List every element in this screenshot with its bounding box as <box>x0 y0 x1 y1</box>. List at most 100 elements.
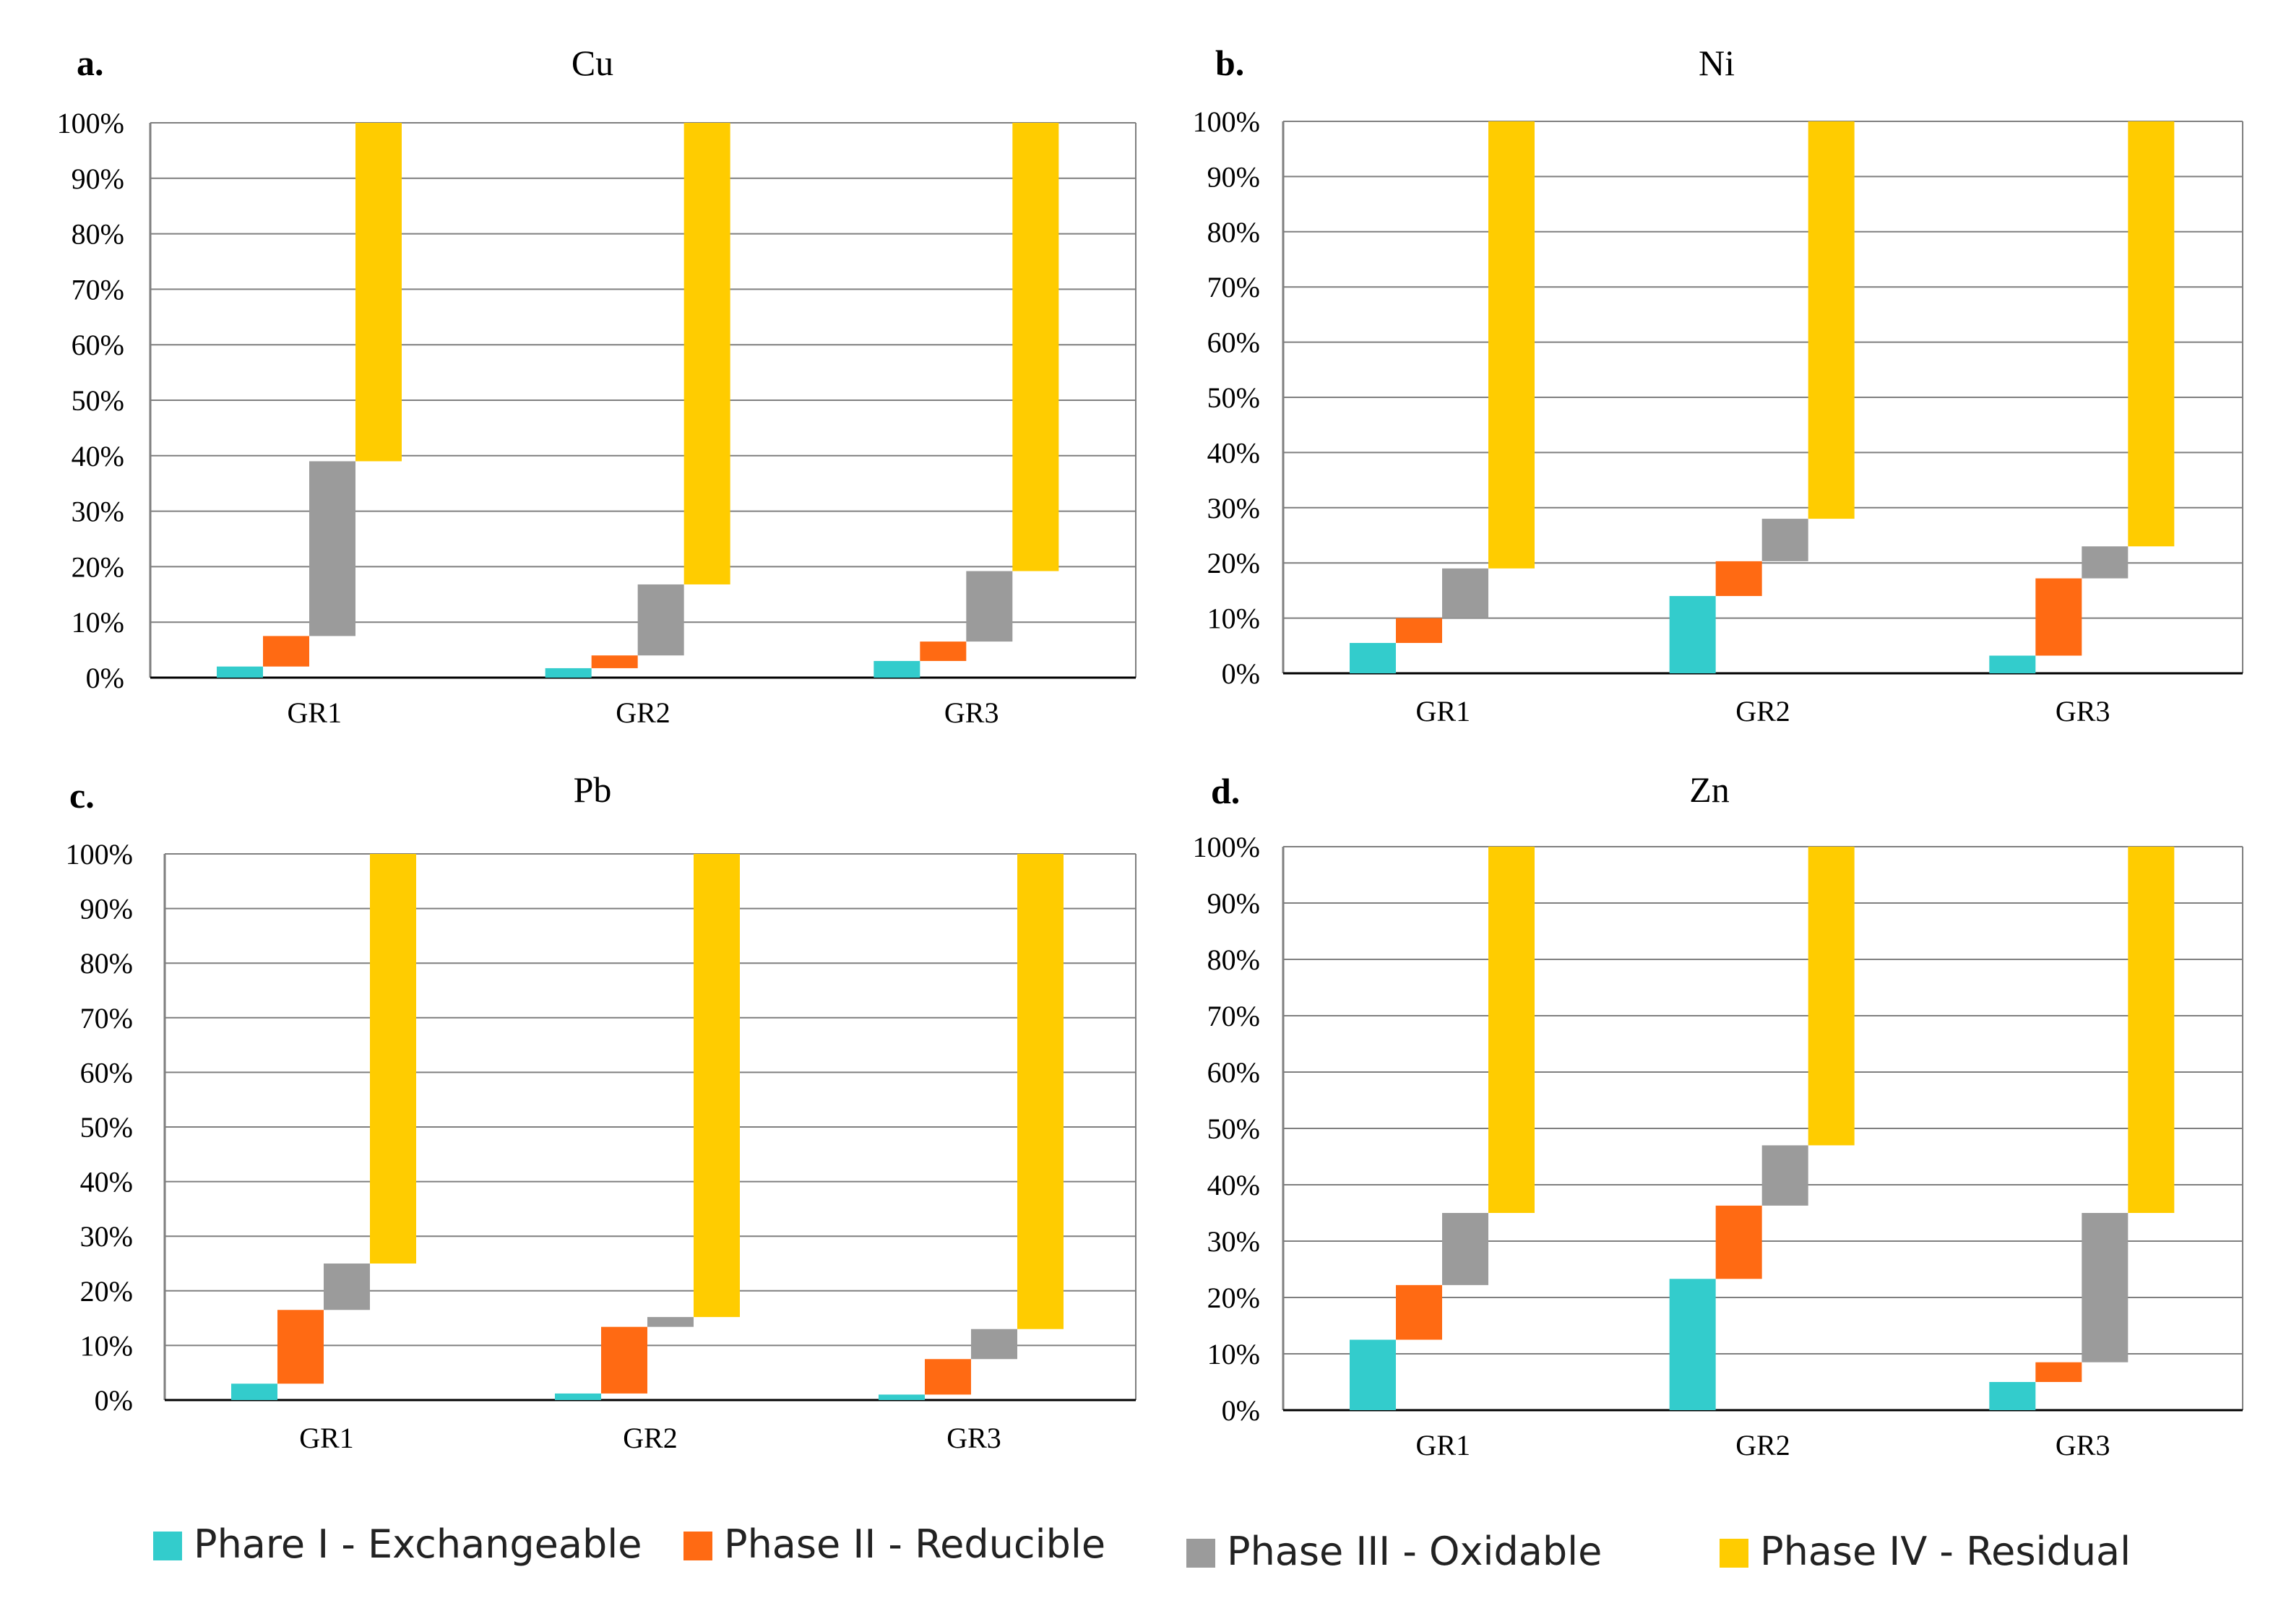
bar-ni-gr1-phase2 <box>1396 618 1442 643</box>
bar-zn-gr3-phase3 <box>2082 1213 2128 1362</box>
bar-pb-gr2-phase4 <box>694 854 740 1318</box>
bar-cu-gr3-phase4 <box>1012 123 1059 571</box>
bar-zn-gr1-phase1 <box>1350 1339 1396 1410</box>
bar-ni-gr1-phase1 <box>1350 642 1396 673</box>
bar-zn-gr3-phase2 <box>2035 1362 2082 1382</box>
y-tick-label: 0% <box>1222 657 1260 690</box>
y-tick-label: 90% <box>80 893 133 925</box>
bar-ni-gr2-phase1 <box>1669 596 1716 673</box>
bar-pb-gr1-phase4 <box>370 854 416 1264</box>
panel-title: Cu <box>572 43 613 83</box>
y-tick-label: 10% <box>1207 602 1260 635</box>
panel-title: Ni <box>1699 43 1735 83</box>
bar-zn-gr2-phase1 <box>1669 1279 1716 1410</box>
bar-zn-gr2-phase4 <box>1808 847 1855 1146</box>
bar-pb-gr2-phase1 <box>555 1393 601 1400</box>
y-tick-label: 10% <box>80 1329 133 1362</box>
panel-label: c. <box>69 775 95 816</box>
y-tick-label: 80% <box>1207 943 1260 976</box>
legend-swatch <box>683 1532 712 1560</box>
panel-label: b. <box>1215 43 1244 83</box>
panel-label: a. <box>77 43 104 83</box>
panel-ni: 0% 10% 20% 30% 40% 50% 60% 70% 80% 90% 100% GR1 GR2 G… <box>1193 43 2243 727</box>
y-tick-label: 90% <box>1207 160 1260 193</box>
bar-ni-gr3-phase2 <box>2035 578 2082 656</box>
category-label: GR2 <box>1735 695 1790 727</box>
panel-zn: 0% 10% 20% 30% 40% 50% 60% 70% 80% 90% 100% GR1 GR2 G… <box>1193 769 2243 1461</box>
y-tick-label: 30% <box>72 496 124 528</box>
legend-label: Phase III - Oxidable <box>1227 1529 1602 1574</box>
category-label: GR3 <box>946 1422 1001 1454</box>
y-tick-label: 30% <box>1207 1225 1260 1258</box>
bar-cu-gr3-phase1 <box>874 660 920 678</box>
y-tick-label: 0% <box>86 662 124 694</box>
y-tick-label: 40% <box>1207 1169 1260 1201</box>
y-tick-label: 50% <box>80 1111 133 1144</box>
bar-zn-gr2-phase3 <box>1761 1145 1808 1206</box>
category-label: GR2 <box>1735 1429 1790 1461</box>
category-label: GR1 <box>1416 1429 1471 1461</box>
panel-title: Pb <box>574 769 612 810</box>
y-tick-label: 20% <box>1207 547 1260 579</box>
bar-ni-gr1-phase4 <box>1488 121 1535 569</box>
bar-ni-gr2-phase4 <box>1808 121 1855 519</box>
bar-cu-gr2-phase2 <box>591 655 638 668</box>
y-tick-label: 60% <box>80 1056 133 1089</box>
category-label: GR3 <box>2056 1429 2110 1461</box>
category-label: GR2 <box>616 696 670 729</box>
bar-pb-gr2-phase3 <box>647 1317 694 1327</box>
y-tick-label: 20% <box>72 550 124 583</box>
panel-cu: 0% 10% 20% 30% 40% 50% 60% 70% 80% 90% 100% GR1 GR2 G… <box>57 43 1136 729</box>
y-tick-label: 60% <box>1207 327 1260 359</box>
bar-pb-gr1-phase3 <box>324 1264 370 1310</box>
y-tick-label: 100% <box>1193 831 1260 863</box>
y-tick-label: 30% <box>1207 492 1260 524</box>
bar-pb-gr3-phase2 <box>925 1359 971 1395</box>
bar-zn-gr1-phase3 <box>1442 1213 1488 1285</box>
y-tick-label: 40% <box>72 440 124 472</box>
y-tick-label: 10% <box>1207 1338 1260 1370</box>
category-label: GR1 <box>299 1422 354 1454</box>
y-tick-label: 20% <box>1207 1282 1260 1314</box>
y-tick-label: 20% <box>80 1275 133 1308</box>
bar-cu-gr1-phase3 <box>309 461 355 636</box>
bar-zn-gr3-phase4 <box>2128 847 2175 1213</box>
bar-pb-gr3-phase1 <box>879 1394 925 1400</box>
bar-cu-gr2-phase1 <box>545 668 592 678</box>
y-tick-label: 50% <box>1207 1113 1260 1145</box>
category-label: GR1 <box>1416 695 1471 727</box>
y-tick-label: 90% <box>72 163 124 195</box>
y-tick-label: 30% <box>80 1220 133 1253</box>
y-tick-label: 80% <box>1207 216 1260 249</box>
y-tick-label: 50% <box>72 384 124 417</box>
bar-ni-gr3-phase3 <box>2082 546 2128 579</box>
bar-ni-gr3-phase1 <box>1989 655 2036 673</box>
category-label: GR3 <box>2056 695 2110 727</box>
y-tick-label: 0% <box>95 1384 133 1417</box>
bar-cu-gr1-phase4 <box>355 123 402 462</box>
legend-label: Phase IV - Residual <box>1760 1529 2131 1574</box>
panel-title: Zn <box>1689 769 1730 810</box>
category-label: GR2 <box>623 1422 678 1454</box>
y-tick-label: 60% <box>72 329 124 361</box>
category-label: GR1 <box>288 696 342 729</box>
y-tick-label: 70% <box>72 273 124 306</box>
y-tick-label: 40% <box>80 1166 133 1198</box>
y-tick-label: 70% <box>1207 1000 1260 1032</box>
bar-pb-gr2-phase2 <box>601 1326 647 1394</box>
legend: Phare I - Exchangeable Phase II - Reducib… <box>153 1521 2131 1574</box>
legend-label: Phase II - Reducible <box>724 1521 1105 1567</box>
bar-zn-gr2-phase2 <box>1715 1205 1762 1279</box>
bar-cu-gr2-phase4 <box>683 123 730 584</box>
legend-swatch <box>1720 1539 1748 1568</box>
legend-swatch <box>153 1532 182 1560</box>
bar-pb-gr1-phase1 <box>231 1383 277 1400</box>
bar-cu-gr1-phase2 <box>263 636 309 667</box>
bar-ni-gr1-phase3 <box>1442 568 1488 618</box>
y-tick-label: 50% <box>1207 381 1260 414</box>
category-label: GR3 <box>944 696 999 729</box>
bar-zn-gr1-phase4 <box>1488 847 1535 1213</box>
bar-ni-gr2-phase3 <box>1761 519 1808 561</box>
bar-zn-gr1-phase2 <box>1396 1284 1442 1340</box>
